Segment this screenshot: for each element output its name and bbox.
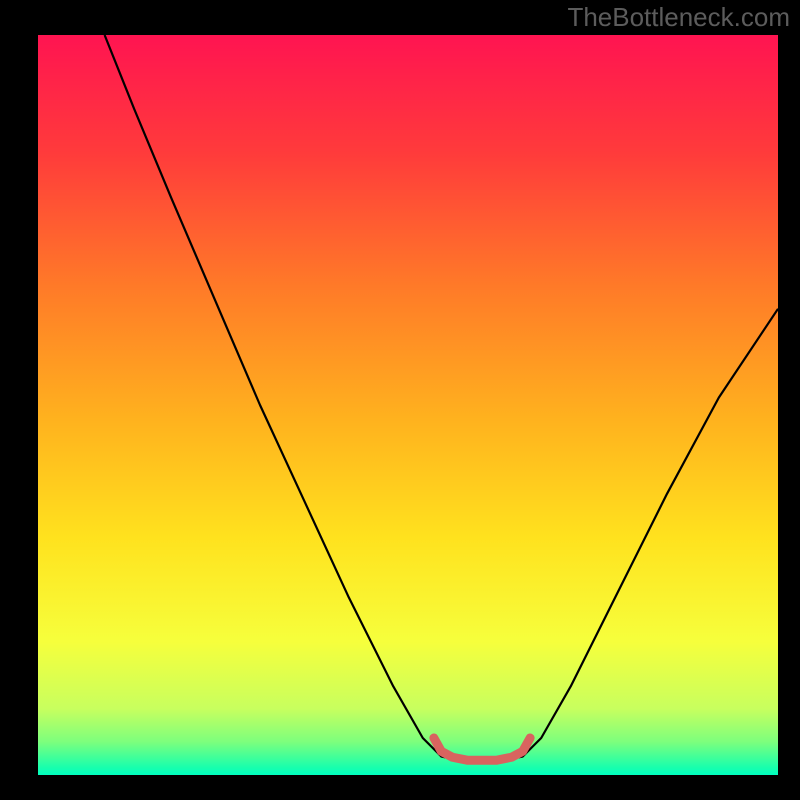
- heat-gradient: [38, 35, 778, 775]
- chart-frame: TheBottleneck.com: [0, 0, 800, 800]
- watermark-text: TheBottleneck.com: [567, 2, 790, 33]
- plot-area: [38, 35, 778, 775]
